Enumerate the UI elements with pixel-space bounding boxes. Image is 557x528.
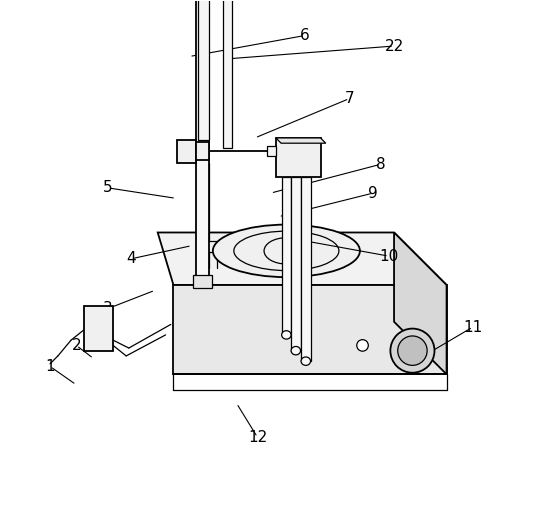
Text: 9: 9 xyxy=(368,186,378,201)
Text: 4: 4 xyxy=(126,251,136,266)
Bar xyxy=(196,0,209,285)
Bar xyxy=(84,306,113,351)
Text: 6: 6 xyxy=(300,28,310,43)
Polygon shape xyxy=(394,232,447,374)
Bar xyxy=(177,139,196,163)
Text: 22: 22 xyxy=(384,39,404,53)
Bar xyxy=(267,146,276,156)
Bar xyxy=(282,177,291,335)
Text: 10: 10 xyxy=(379,249,398,263)
Text: 2: 2 xyxy=(71,338,81,353)
Circle shape xyxy=(390,328,434,373)
Bar xyxy=(196,142,209,160)
Bar xyxy=(291,177,301,351)
Bar xyxy=(198,0,209,139)
Circle shape xyxy=(356,340,368,351)
Text: 3: 3 xyxy=(103,301,113,316)
Ellipse shape xyxy=(213,224,360,277)
Ellipse shape xyxy=(291,346,301,355)
Text: 1: 1 xyxy=(45,359,55,374)
Text: 5: 5 xyxy=(103,181,113,195)
Bar xyxy=(193,275,212,288)
Circle shape xyxy=(398,336,427,365)
Ellipse shape xyxy=(301,357,311,365)
Bar xyxy=(223,0,232,148)
Bar xyxy=(276,138,320,177)
Text: 7: 7 xyxy=(345,91,354,106)
Polygon shape xyxy=(173,285,447,374)
Polygon shape xyxy=(276,138,326,143)
Text: 11: 11 xyxy=(463,319,482,335)
Ellipse shape xyxy=(282,331,291,339)
Bar xyxy=(301,177,311,361)
Polygon shape xyxy=(158,232,447,285)
Text: 8: 8 xyxy=(376,157,386,172)
Text: 12: 12 xyxy=(248,430,267,445)
